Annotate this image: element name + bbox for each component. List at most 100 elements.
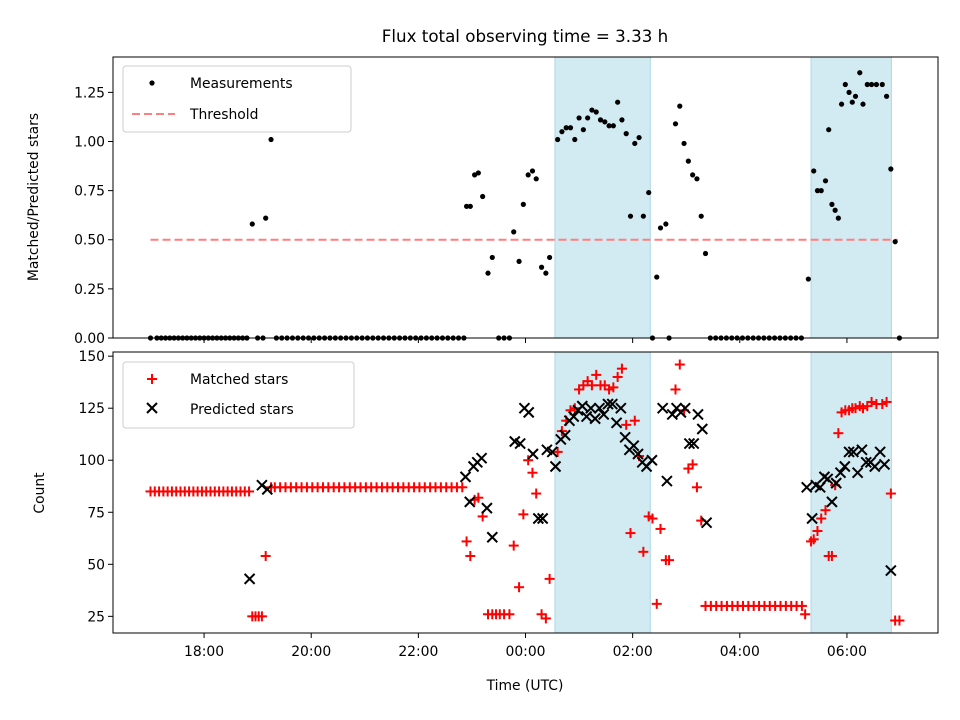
predicted-point <box>856 444 868 456</box>
measurement-point <box>814 188 821 194</box>
measurement-point <box>640 213 646 219</box>
matched-point <box>531 488 542 499</box>
matched-point <box>833 428 844 439</box>
legend-predicted-label: Predicted stars <box>190 402 294 418</box>
measurement-point <box>533 176 539 182</box>
matched-point <box>621 419 632 430</box>
measurement-point <box>480 193 486 200</box>
predicted-point <box>481 502 493 514</box>
bottom-x-ticks: 18:00 20:00 22:00 00:00 02:00 04:00 06:00 <box>184 633 867 660</box>
matched-point <box>674 359 685 370</box>
matched-point <box>518 509 529 520</box>
predicted-point <box>546 446 558 458</box>
matched-point <box>638 546 649 557</box>
predicted-point <box>692 408 704 421</box>
measurement-point <box>883 93 890 99</box>
measurement-point <box>888 166 894 172</box>
matched-point <box>260 550 271 561</box>
matched-star-points <box>145 359 905 626</box>
measurement-point <box>576 115 582 121</box>
matched-point <box>655 523 666 534</box>
predicted-point <box>514 437 526 450</box>
measurement-point <box>663 221 669 227</box>
measurement-point <box>681 140 687 147</box>
matched-point <box>540 613 551 624</box>
bottom-ytick-label: 25 <box>87 609 105 625</box>
predicted-point <box>666 408 678 421</box>
predicted-point <box>834 467 847 479</box>
predicted-point <box>679 402 691 414</box>
measurement-point <box>597 117 604 123</box>
measurement-point <box>627 213 634 219</box>
measurement-point <box>585 115 591 121</box>
predicted-point <box>839 460 851 473</box>
matched-point <box>465 550 476 561</box>
predicted-point <box>683 437 696 450</box>
predicted-point <box>523 406 535 419</box>
measurement-point <box>475 170 481 176</box>
measurement-point <box>811 168 817 174</box>
measurement-point <box>463 203 470 209</box>
measurement-point <box>646 189 652 196</box>
measurement-point <box>868 81 875 88</box>
top-panel: 0.00 0.25 0.50 0.75 1.00 1.25 Flux total obse… <box>26 26 939 347</box>
observing-window-0 <box>554 56 651 339</box>
measurement-point <box>805 276 811 282</box>
predicted-point <box>486 531 498 543</box>
matched-point <box>457 482 468 493</box>
measurement-point <box>879 81 885 88</box>
predicted-point <box>628 439 640 452</box>
measurement-point <box>543 270 549 276</box>
predicted-point <box>847 446 860 458</box>
observing-window-1 <box>810 56 892 339</box>
matched-point <box>812 526 823 537</box>
predicted-point <box>878 458 891 471</box>
bottom-ytick-label: 125 <box>78 401 105 417</box>
matched-point <box>670 384 681 395</box>
matched-point <box>691 482 702 493</box>
matched-point <box>866 396 877 407</box>
top-ytick-label: 0.00 <box>74 331 105 347</box>
predicted-point <box>464 496 476 508</box>
measurement-point <box>547 254 553 261</box>
top-observing-windows <box>554 56 892 339</box>
measurement-point <box>602 119 608 125</box>
xtick-label: 04:00 <box>720 644 760 660</box>
matched-point <box>527 467 538 478</box>
bottom-ytick-label: 50 <box>87 557 105 573</box>
matched-point <box>629 415 640 426</box>
measurement-point <box>677 103 683 109</box>
predicted-point <box>696 423 708 435</box>
bottom-y-ticks: 25 50 75 100 125 150 <box>78 349 113 625</box>
measurement-point <box>485 270 491 276</box>
matched-point <box>612 371 623 382</box>
predicted-point <box>632 448 644 460</box>
predicted-point <box>843 446 855 458</box>
measurement-point <box>842 81 848 88</box>
predicted-point <box>598 408 610 421</box>
predicted-point <box>860 456 872 469</box>
measurement-point <box>657 225 664 231</box>
chart-title: Flux total observing time = 3.33 h <box>382 26 668 46</box>
predicted-point <box>885 564 897 577</box>
measurement-point <box>623 131 629 137</box>
matched-point <box>608 382 619 393</box>
predicted-point <box>806 512 818 525</box>
predicted-point <box>549 460 562 473</box>
predicted-point <box>619 431 631 444</box>
legend-threshold-label: Threshold <box>189 107 258 123</box>
predicted-point <box>589 412 601 425</box>
measurement-point <box>702 250 709 257</box>
measurement-point <box>873 81 879 88</box>
predicted-point <box>568 410 580 423</box>
measurement-point <box>525 172 531 178</box>
predicted-point <box>826 496 838 508</box>
matched-point <box>796 600 807 611</box>
measurement-point <box>516 258 522 264</box>
bottom-ytick-label: 150 <box>78 349 105 365</box>
xtick-label: 22:00 <box>398 644 438 660</box>
top-ytick-label: 0.75 <box>74 184 105 200</box>
measurement-point <box>559 129 565 135</box>
matched-point <box>687 459 698 470</box>
bottom-ytick-label: 75 <box>87 505 105 521</box>
